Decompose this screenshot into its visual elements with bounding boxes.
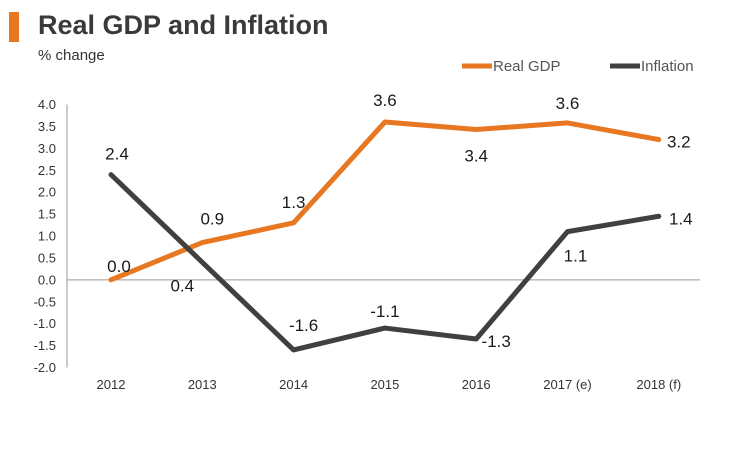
inflation-data-label: -1.1 (370, 302, 399, 321)
real-gdp-data-point (110, 278, 112, 281)
inflation-data-label: -1.6 (289, 316, 318, 335)
y-tick-label: 4.0 (38, 97, 56, 112)
inflation-legend-label: Inflation (641, 58, 694, 75)
real-gdp-data-point (201, 241, 204, 244)
x-tick-label: 2016 (462, 377, 491, 392)
y-tick-label: 0.5 (38, 250, 56, 265)
real-gdp-data-point (292, 221, 295, 224)
y-tick-label: 0.0 (38, 272, 56, 287)
y-tick-label: -2.0 (34, 360, 56, 375)
x-tick-label: 2017 (e) (543, 377, 591, 392)
y-tick-label: 1.5 (38, 207, 56, 222)
y-tick-label: 1.0 (38, 229, 56, 244)
real-gdp-data-label: 1.3 (282, 193, 306, 212)
real-gdp-data-label: 3.4 (464, 146, 488, 165)
inflation-data-point (657, 215, 660, 218)
y-tick-label: 2.5 (38, 163, 56, 178)
real-gdp-data-point (657, 138, 660, 141)
inflation-data-label: 1.4 (669, 209, 693, 228)
real-gdp-data-label: 0.9 (200, 210, 224, 229)
inflation-data-point (566, 230, 569, 233)
y-tick-label: -1.0 (34, 316, 56, 331)
x-tick-label: 2014 (279, 377, 308, 392)
inflation-data-label: -1.3 (482, 332, 511, 351)
real-gdp-data-label: 3.6 (373, 91, 397, 110)
real-gdp-data-point (566, 121, 569, 124)
y-tick-label: 3.5 (38, 119, 56, 134)
inflation-data-point (383, 327, 386, 330)
inflation-data-label: 0.4 (170, 276, 194, 295)
y-tick-label: -0.5 (34, 294, 56, 309)
x-tick-label: 2015 (370, 377, 399, 392)
real-gdp-data-point (383, 121, 386, 124)
inflation-data-point (292, 348, 295, 351)
inflation-data-point (201, 261, 204, 264)
inflation-data-point (475, 338, 478, 341)
y-tick-label: -1.5 (34, 338, 56, 353)
x-tick-label: 2012 (97, 377, 126, 392)
y-tick-label: 2.0 (38, 185, 56, 200)
inflation-data-label: 2.4 (105, 145, 129, 164)
real-gdp-data-label: 3.6 (556, 94, 580, 113)
inflation-data-label: 1.1 (564, 247, 588, 266)
real-gdp-data-label: 0.0 (107, 257, 131, 276)
real-gdp-data-point (475, 128, 478, 131)
y-tick-label: 3.0 (38, 141, 56, 156)
real-gdp-legend-label: Real GDP (493, 58, 561, 75)
chart-subtitle: % change (38, 47, 105, 64)
real-gdp-data-label: 3.2 (667, 133, 691, 152)
chart-title: Real GDP and Inflation (38, 10, 329, 40)
x-tick-label: 2018 (f) (636, 377, 681, 392)
title-accent-bar (9, 12, 19, 42)
x-tick-label: 2013 (188, 377, 217, 392)
inflation-data-point (110, 173, 112, 176)
